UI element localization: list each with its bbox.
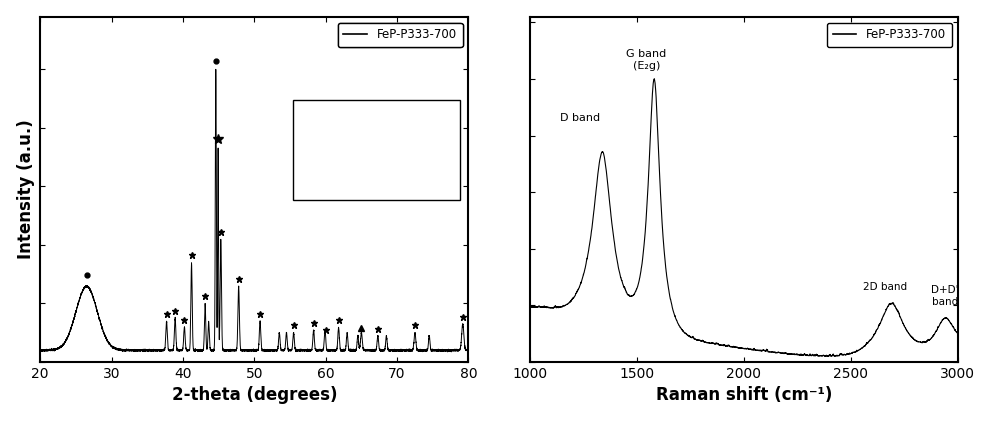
Legend: FeP-P333-700: FeP-P333-700 [337, 23, 462, 48]
X-axis label: Raman shift (cm⁻¹): Raman shift (cm⁻¹) [656, 386, 832, 404]
Text: D band: D band [559, 113, 600, 123]
Text: D+D'
band: D+D' band [931, 285, 958, 307]
Text: ● Graphite: ● Graphite [390, 113, 455, 126]
Y-axis label: Intensity (a.u.): Intensity (a.u.) [17, 120, 35, 259]
Text: G band
(E₂g): G band (E₂g) [626, 49, 667, 71]
Text: ▲ α-Fe: ▲ α-Fe [418, 144, 455, 157]
Text: ★ Fe₃C: ★ Fe₃C [415, 176, 455, 189]
Text: 2D band: 2D band [863, 282, 907, 292]
X-axis label: 2-theta (degrees): 2-theta (degrees) [172, 386, 337, 404]
Legend: FeP-P333-700: FeP-P333-700 [827, 23, 952, 48]
FancyBboxPatch shape [293, 99, 460, 200]
